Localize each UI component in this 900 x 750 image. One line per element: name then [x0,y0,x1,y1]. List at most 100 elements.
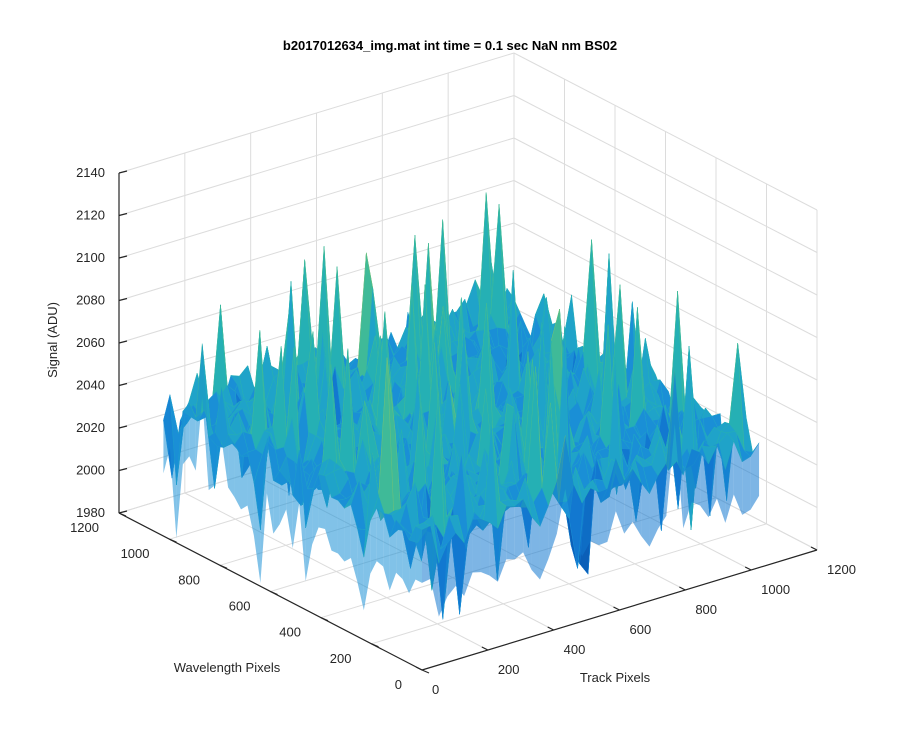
surface-edge [260,440,267,584]
surface-edge [514,499,524,560]
x-tick-mark [810,546,818,551]
z-tick-mark [118,340,128,344]
z-tick-label: 2020 [76,420,105,435]
z-axis-label: Signal (ADU) [45,302,60,378]
surface-edge [506,506,515,560]
z-tick-mark [118,425,128,429]
y-tick-label: 1200 [70,520,99,535]
surface-edge [247,452,254,536]
grid-line [118,95,515,216]
surface-edge [607,458,616,542]
grid-line [513,52,818,211]
surface-edge [189,403,196,471]
surface-edge [733,441,743,515]
surface-mesh [163,192,760,620]
z-tick-label: 2040 [76,378,105,393]
surface-edge [674,370,684,529]
x-tick-mark [547,626,554,631]
z-tick-mark [118,255,128,259]
z-tick-mark [118,467,128,472]
surface-edge [657,462,667,529]
surface-edge [641,482,650,547]
x-tick-mark [481,646,489,651]
x-tick-label: 0 [432,682,439,697]
surface-edge [464,519,473,596]
surface-edge [539,505,549,580]
y-tick-label: 1000 [121,546,150,561]
z-axis-ticks: 1980 2000 2020 2040 2060 2080 2100 2120 2140 [76,165,128,520]
surface-edge [556,435,566,534]
surface-edge [455,532,465,596]
surface-edge [666,370,675,516]
z-tick-label: 2100 [76,250,105,265]
y-tick-label: 200 [330,651,352,666]
grid-line [513,222,818,381]
surface-edge [472,518,481,573]
z-tick-mark [118,510,128,514]
surface-edge [383,513,390,591]
z-tick-label: 2120 [76,208,105,223]
surface-edge [415,526,422,583]
surface-edge [402,526,410,594]
surface-edge [357,528,364,611]
surface-edge [422,525,431,583]
grid-line [118,52,515,174]
surface-edge [266,440,274,534]
surface-edge [299,450,306,582]
surface-edge [376,508,384,567]
surface-edge [163,394,170,474]
surface-edge [708,445,717,518]
surface-edge [447,532,456,597]
y-axis-label: Wavelength Pixels [174,660,281,675]
x-tick-label: 600 [630,622,652,637]
surface-edge [241,452,248,510]
surface-edge [325,475,332,551]
surface-edge [615,458,625,534]
grid-line [118,137,515,259]
y-tick-label: 400 [279,625,301,640]
surface-edge [742,456,751,515]
surface-edge [305,491,313,582]
surface-edge [389,519,397,591]
surface-edge [350,504,358,582]
y-tick-label: 0 [395,677,402,692]
chart-title: b2017012634_img.mat int time = 0.1 sec N… [283,38,617,53]
grid-line [513,95,818,253]
x-tick-mark [613,606,620,611]
z-tick-mark [118,382,128,387]
surface-edge [208,431,216,491]
surface-edge [649,475,658,547]
surface-edge [725,441,734,523]
surface-edge [363,520,371,611]
surface-edge [430,525,439,617]
surface-edge [202,343,209,491]
surface-edge [700,452,709,518]
surface-edge [683,448,692,529]
z-tick-mark [118,170,128,174]
surface-edge [234,444,242,510]
surface-edge [632,468,642,536]
surface-edge [331,497,338,554]
surface-edge [409,526,416,594]
x-tick-mark [679,586,686,591]
surface-edge [292,450,300,549]
surface-edge [169,394,177,539]
z-tick-label: 2000 [76,463,105,478]
z-tick-label: 2080 [76,293,105,308]
surface-edge [598,488,608,546]
surface-edge [590,488,599,546]
z-tick-label: 2140 [76,165,105,180]
x-tick-label: 400 [564,642,586,657]
surface-edge [573,484,583,557]
x-axis-label: Track Pixels [580,670,651,685]
surface-edge [370,508,377,574]
surface-edge [624,468,633,534]
y-tick-mark [371,643,379,648]
surface-edge [253,482,261,584]
surface-edge [750,442,760,510]
surface-edge [176,411,183,539]
x-tick-mark [415,666,423,671]
surface-edge [279,456,287,525]
surface-edge [312,474,319,545]
grid-line [513,265,818,423]
